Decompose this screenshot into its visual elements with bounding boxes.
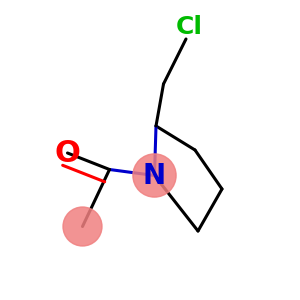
Circle shape	[63, 207, 102, 246]
Text: N: N	[143, 161, 166, 190]
Circle shape	[133, 154, 176, 197]
Text: Cl: Cl	[176, 15, 203, 39]
Text: O: O	[55, 139, 80, 167]
